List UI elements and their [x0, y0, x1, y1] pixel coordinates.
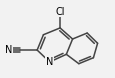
Text: Cl: Cl: [55, 7, 64, 17]
Text: N: N: [5, 45, 13, 55]
Text: N: N: [46, 57, 53, 67]
